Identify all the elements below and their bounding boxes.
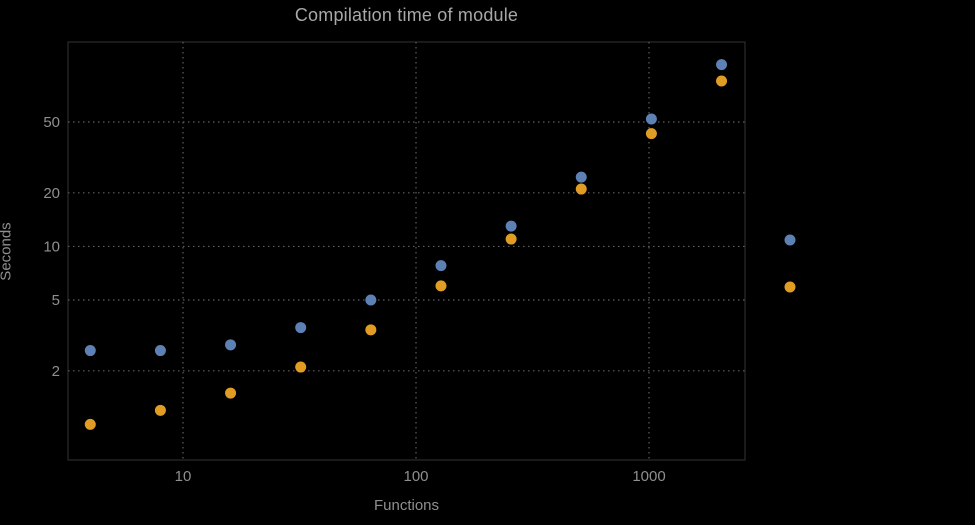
data-point-series-orange xyxy=(575,183,587,195)
y-tick-label: 10 xyxy=(43,238,60,255)
data-point-series-orange xyxy=(365,324,377,336)
data-point-series-blue xyxy=(575,171,587,183)
data-point-series-blue xyxy=(154,345,166,357)
data-point-series-orange xyxy=(645,128,657,140)
legend-marker-orange xyxy=(784,281,796,293)
data-point-series-orange xyxy=(295,361,307,373)
data-point-series-orange xyxy=(716,75,728,87)
y-tick-label: 5 xyxy=(52,292,60,309)
x-axis-label: Functions xyxy=(373,497,440,514)
data-point-series-orange xyxy=(435,280,447,292)
data-point-series-blue xyxy=(645,113,657,125)
data-point-series-blue xyxy=(365,294,377,306)
data-point-series-blue xyxy=(716,59,728,71)
chart-title: Compilation time of module xyxy=(294,5,519,25)
y-axis-label: Seconds xyxy=(0,222,15,281)
data-point-series-blue xyxy=(225,339,237,351)
data-point-series-blue xyxy=(295,322,307,334)
data-point-series-blue xyxy=(84,345,96,357)
data-point-series-orange xyxy=(154,404,166,416)
y-tick-label: 50 xyxy=(43,114,60,131)
x-tick-label: 1000 xyxy=(632,468,665,485)
data-point-series-blue xyxy=(505,220,517,232)
y-tick-label: 2 xyxy=(52,363,60,380)
y-tick-label: 20 xyxy=(43,185,60,202)
data-point-series-orange xyxy=(505,233,517,245)
data-point-series-blue xyxy=(435,260,447,272)
data-point-series-orange xyxy=(84,418,96,430)
x-tick-label: 100 xyxy=(403,468,428,485)
legend-marker-blue xyxy=(784,234,796,246)
plot-frame xyxy=(67,41,746,461)
data-point-series-orange xyxy=(225,387,237,399)
x-tick-label: 10 xyxy=(175,468,192,485)
